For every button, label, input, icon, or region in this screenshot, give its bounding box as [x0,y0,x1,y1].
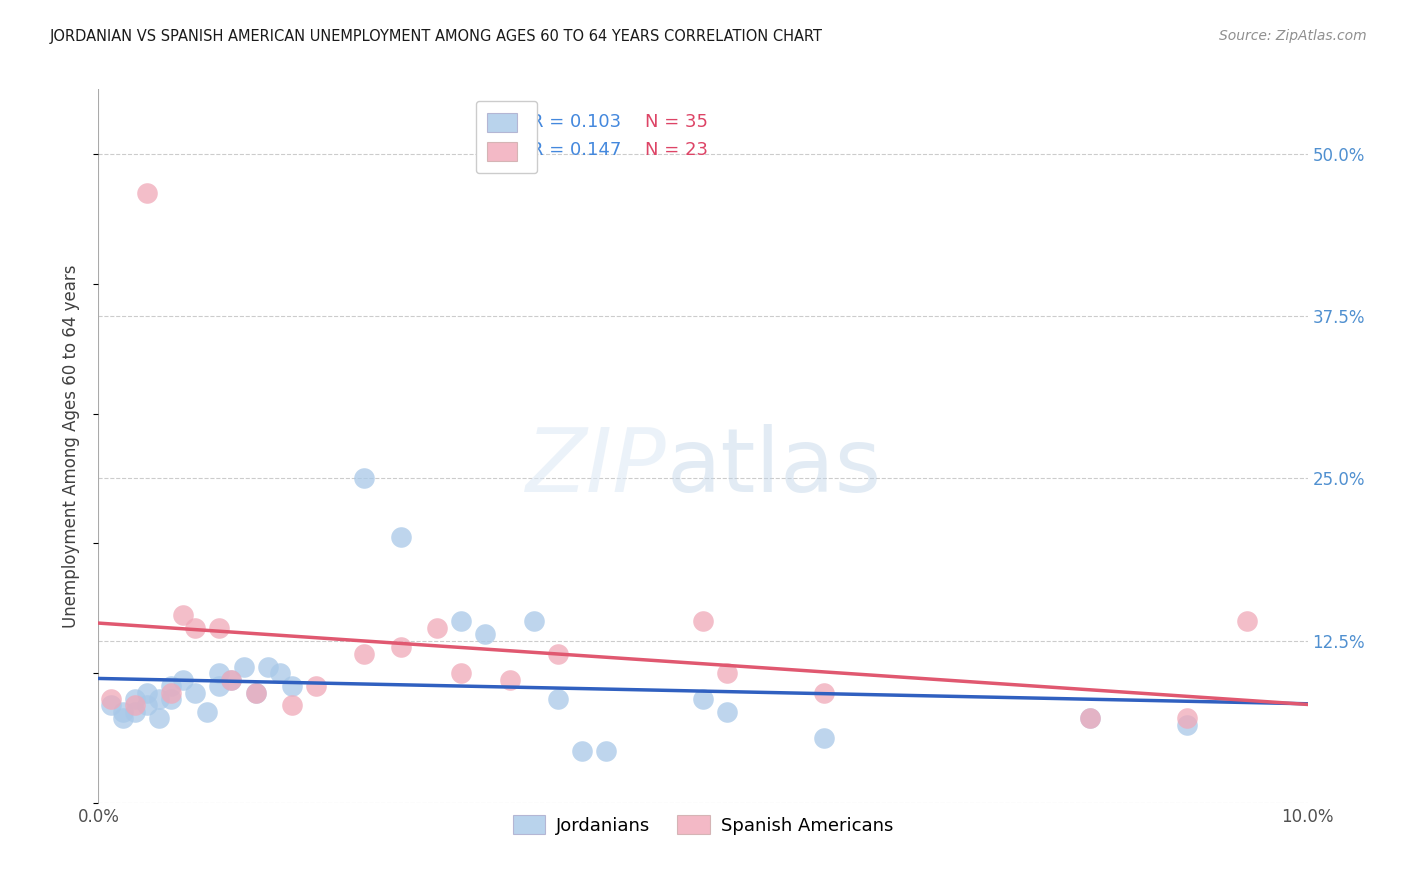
Point [1175,711,1198,725]
Point [281,679,304,693]
Point [692,692,714,706]
Point [474,627,496,641]
Point [160,692,183,706]
Point [124,705,146,719]
Point [111,705,134,719]
Point [208,621,231,635]
Point [172,673,194,687]
Point [148,711,170,725]
Point [353,647,375,661]
Point [160,679,183,693]
Point [523,614,546,628]
Point [305,679,328,693]
Point [160,685,183,699]
Text: Source: ZipAtlas.com: Source: ZipAtlas.com [1219,29,1367,43]
Point [389,640,412,654]
Point [692,614,714,628]
Point [135,685,157,699]
Text: atlas: atlas [666,424,882,511]
Text: R = 0.147: R = 0.147 [531,141,621,159]
Point [135,698,157,713]
Point [221,673,243,687]
Point [256,659,278,673]
Point [184,685,207,699]
Legend: Jordanians, Spanish Americans: Jordanians, Spanish Americans [503,806,903,844]
Point [547,692,569,706]
Point [184,621,207,635]
Point [195,705,218,719]
Point [1175,718,1198,732]
Point [245,685,267,699]
Point [571,744,593,758]
Point [450,666,472,681]
Point [124,692,146,706]
Point [389,530,412,544]
Point [498,673,520,687]
Point [595,744,617,758]
Point [450,614,472,628]
Point [124,698,146,713]
Point [232,659,254,673]
Point [148,692,170,706]
Point [716,705,738,719]
Point [813,685,835,699]
Point [1236,614,1258,628]
Point [426,621,449,635]
Text: N = 35: N = 35 [645,112,709,131]
Text: R = 0.103: R = 0.103 [531,112,621,131]
Point [221,673,243,687]
Point [813,731,835,745]
Point [208,679,231,693]
Point [100,692,122,706]
Point [353,471,375,485]
Text: N = 23: N = 23 [645,141,709,159]
Point [135,186,157,200]
Point [716,666,738,681]
Text: ZIP: ZIP [526,425,666,510]
Y-axis label: Unemployment Among Ages 60 to 64 years: Unemployment Among Ages 60 to 64 years [62,264,80,628]
Point [172,607,194,622]
Point [1078,711,1101,725]
Point [208,666,231,681]
Point [245,685,267,699]
Point [100,698,122,713]
Point [1078,711,1101,725]
Point [547,647,569,661]
Point [269,666,291,681]
Text: JORDANIAN VS SPANISH AMERICAN UNEMPLOYMENT AMONG AGES 60 TO 64 YEARS CORRELATION: JORDANIAN VS SPANISH AMERICAN UNEMPLOYME… [49,29,823,44]
Point [281,698,304,713]
Point [111,711,134,725]
